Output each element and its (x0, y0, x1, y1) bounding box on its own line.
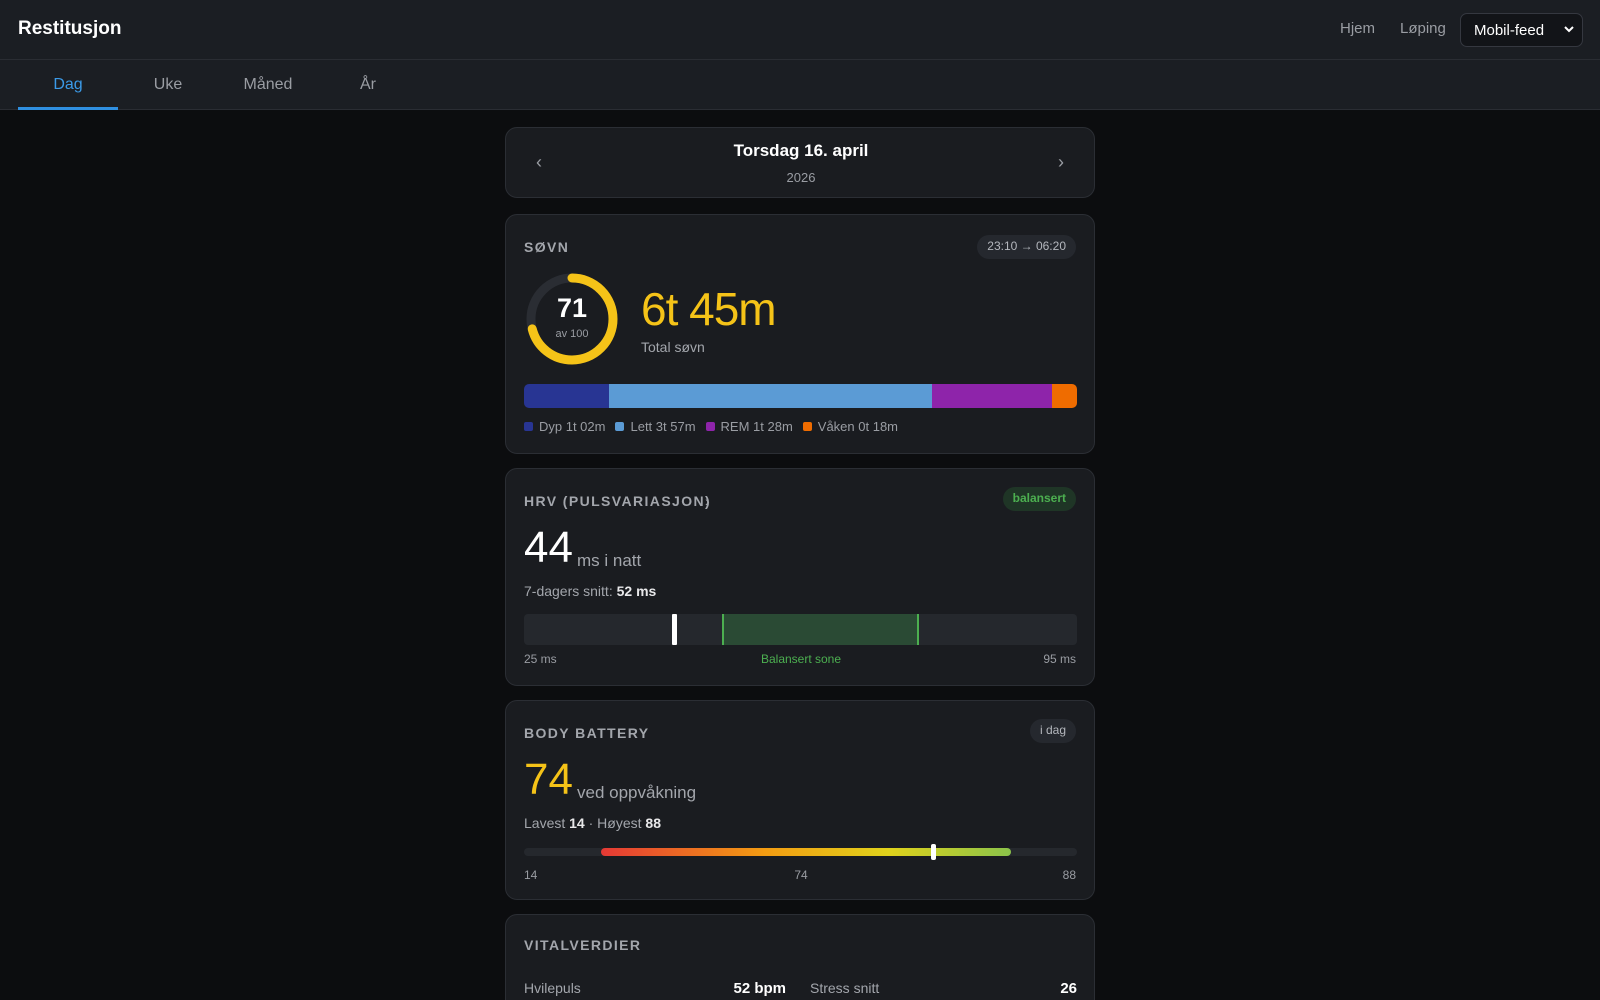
sleep-stage-segment (1052, 384, 1077, 408)
chevron-right-icon[interactable]: › (1058, 152, 1064, 172)
sleep-title: SØVN (524, 239, 570, 255)
vital-label-stress: Stress snitt (810, 980, 880, 996)
vital-value-stress: 26 (1060, 980, 1077, 997)
legend-label: Dyp 1t 02m (539, 419, 606, 434)
hrv-unit: ms i natt (577, 551, 642, 570)
body-battery-value: 74 (524, 755, 573, 804)
chevron-right-icon[interactable]: › (705, 493, 710, 509)
highest-label: Høyest (597, 815, 646, 831)
sleep-stage-legend-item: Våken 0t 18m (802, 419, 898, 434)
sleep-stage-legend-item: Lett 3t 57m (615, 419, 696, 434)
hrv-range-track (524, 614, 1077, 645)
feed-select[interactable]: Mobil-feed (1460, 13, 1583, 47)
hrv-scale-max: 95 ms (1043, 652, 1076, 666)
sleep-score: 71 (556, 293, 588, 323)
legend-label: REM 1t 28m (720, 419, 793, 434)
sleep-total: 6t 45m (641, 283, 777, 335)
hrv-status-badge: balansert (1002, 487, 1076, 511)
hrv-average: 7-dagers snitt: 52 ms (524, 583, 656, 599)
hrv-average-label: 7-dagers snitt: (524, 583, 617, 599)
hrv-title: HRV (PULSVARIASJON) (524, 493, 712, 509)
top-bar: Restitusjon Hjem Løping Mobil-feed (0, 0, 1600, 60)
sleep-stage-segment (932, 384, 1053, 408)
body-battery-track (524, 844, 1077, 860)
body-battery-fill (601, 848, 1011, 856)
period-tabs: Dag Uke Måned År (0, 60, 1600, 110)
sleep-score-ring (526, 273, 618, 365)
sleep-stage-legend: Dyp 1t 02m Lett 3t 57m REM 1t 28m Våken 0t … (524, 419, 908, 434)
tab-ar[interactable]: År (360, 76, 376, 93)
body-battery-marker (931, 844, 937, 860)
hrv-average-value: 52 ms (616, 583, 657, 599)
body-battery-period: i dag (1029, 719, 1076, 743)
hrv-value: 44 (524, 523, 573, 572)
sleep-stage-bar (524, 384, 1077, 408)
vital-value-resting-hr: 52 bpm (733, 980, 786, 997)
lowest-label: Lavest (524, 815, 570, 831)
nav-link-loping[interactable]: Løping (1400, 20, 1446, 37)
vitals-card: VITALVERDIER Hvilepuls 52 bpm Stress sni… (505, 914, 1095, 1000)
hrv-zone-label: Balansert sone (760, 652, 842, 666)
sleep-score-max: av 100 (555, 328, 589, 340)
legend-swatch (802, 422, 812, 431)
body-battery-title: BODY BATTERY (524, 725, 650, 741)
nav-link-hjem[interactable]: Hjem (1340, 20, 1376, 37)
body-battery-card[interactable]: BODY BATTERY i dag 74 ved oppvåkning Lav… (505, 700, 1095, 900)
hrv-current-marker (672, 614, 678, 645)
vital-label-resting-hr: Hvilepuls (524, 980, 581, 996)
vitals-title: VITALVERDIER (524, 937, 642, 953)
body-battery-range: Lavest 14 · Høyest 88 (524, 815, 661, 831)
tab-uke[interactable]: Uke (153, 76, 183, 93)
tab-maned[interactable]: Måned (243, 76, 293, 93)
lowest-value: 14 (569, 815, 585, 831)
feed-select-value: Mobil-feed (1474, 22, 1545, 39)
body-battery-unit: ved oppvåkning (577, 783, 697, 802)
tab-dag[interactable]: Dag (18, 60, 118, 110)
legend-swatch (705, 422, 715, 431)
sleep-score-arc (526, 273, 618, 365)
chevron-left-icon[interactable]: ‹ (536, 152, 542, 172)
sleep-card[interactable]: SØVN 23:10 → 06:20 71 av 100 6t 45m Tota… (505, 214, 1095, 454)
body-battery-scale-min: 14 (524, 868, 538, 882)
hrv-scale-min: 25 ms (524, 652, 557, 666)
date-year: 2026 (786, 170, 816, 185)
sleep-total-label: Total søvn (641, 339, 705, 355)
legend-swatch (615, 422, 625, 431)
body-battery-scale-mid: 74 (794, 868, 808, 882)
sleep-stage-legend-item: REM 1t 28m (705, 419, 793, 434)
sleep-stage-segment (524, 384, 609, 408)
sleep-stage-segment (608, 384, 933, 408)
hrv-card[interactable]: HRV (PULSVARIASJON) › balansert 44 ms i … (505, 468, 1095, 686)
sleep-stage-legend-item: Dyp 1t 02m (524, 419, 605, 434)
legend-label: Lett 3t 57m (630, 419, 696, 434)
body-battery-scale-max: 88 (1062, 868, 1076, 882)
legend-swatch (524, 422, 533, 431)
app-title: Restitusjon (18, 18, 122, 39)
sleep-time-range: 23:10 → 06:20 (977, 235, 1076, 259)
range-separator: · (584, 815, 598, 831)
legend-label: Våken 0t 18m (817, 419, 898, 434)
hrv-balanced-zone (721, 614, 919, 645)
highest-value: 88 (645, 815, 661, 831)
date-navigator: ‹ Torsdag 16. april 2026 › (505, 127, 1095, 198)
date-title: Torsdag 16. april (733, 141, 869, 160)
chevron-down-icon (1564, 26, 1574, 33)
